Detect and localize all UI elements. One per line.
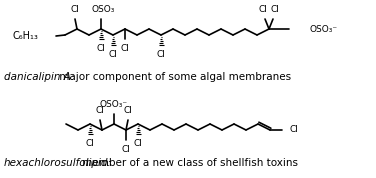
Text: major component of some algal membranes: major component of some algal membranes (56, 72, 291, 82)
Text: Cl: Cl (86, 139, 94, 148)
Text: hexachlorosulfolipid:: hexachlorosulfolipid: (4, 158, 112, 168)
Text: Cl: Cl (96, 106, 105, 115)
Text: Cl: Cl (259, 5, 267, 14)
Text: C₆H₁₃: C₆H₁₃ (12, 31, 38, 41)
Text: Cl: Cl (124, 106, 132, 115)
Text: danicalipin A:: danicalipin A: (4, 72, 74, 82)
Text: Cl: Cl (156, 50, 165, 59)
Text: Cl: Cl (109, 50, 117, 59)
Text: Cl: Cl (121, 145, 130, 154)
Text: OSO₃⁻: OSO₃⁻ (309, 25, 337, 33)
Text: Cl: Cl (71, 5, 79, 14)
Text: Cl: Cl (271, 5, 279, 14)
Text: Cl: Cl (97, 44, 105, 53)
Text: Cl: Cl (290, 125, 299, 135)
Text: OSO₃: OSO₃ (91, 5, 115, 14)
Text: Cl: Cl (133, 139, 143, 148)
Text: Cl: Cl (121, 44, 129, 53)
Text: member of a new class of shellfish toxins: member of a new class of shellfish toxin… (79, 158, 298, 168)
Text: OSO₃⁻: OSO₃⁻ (100, 100, 128, 109)
